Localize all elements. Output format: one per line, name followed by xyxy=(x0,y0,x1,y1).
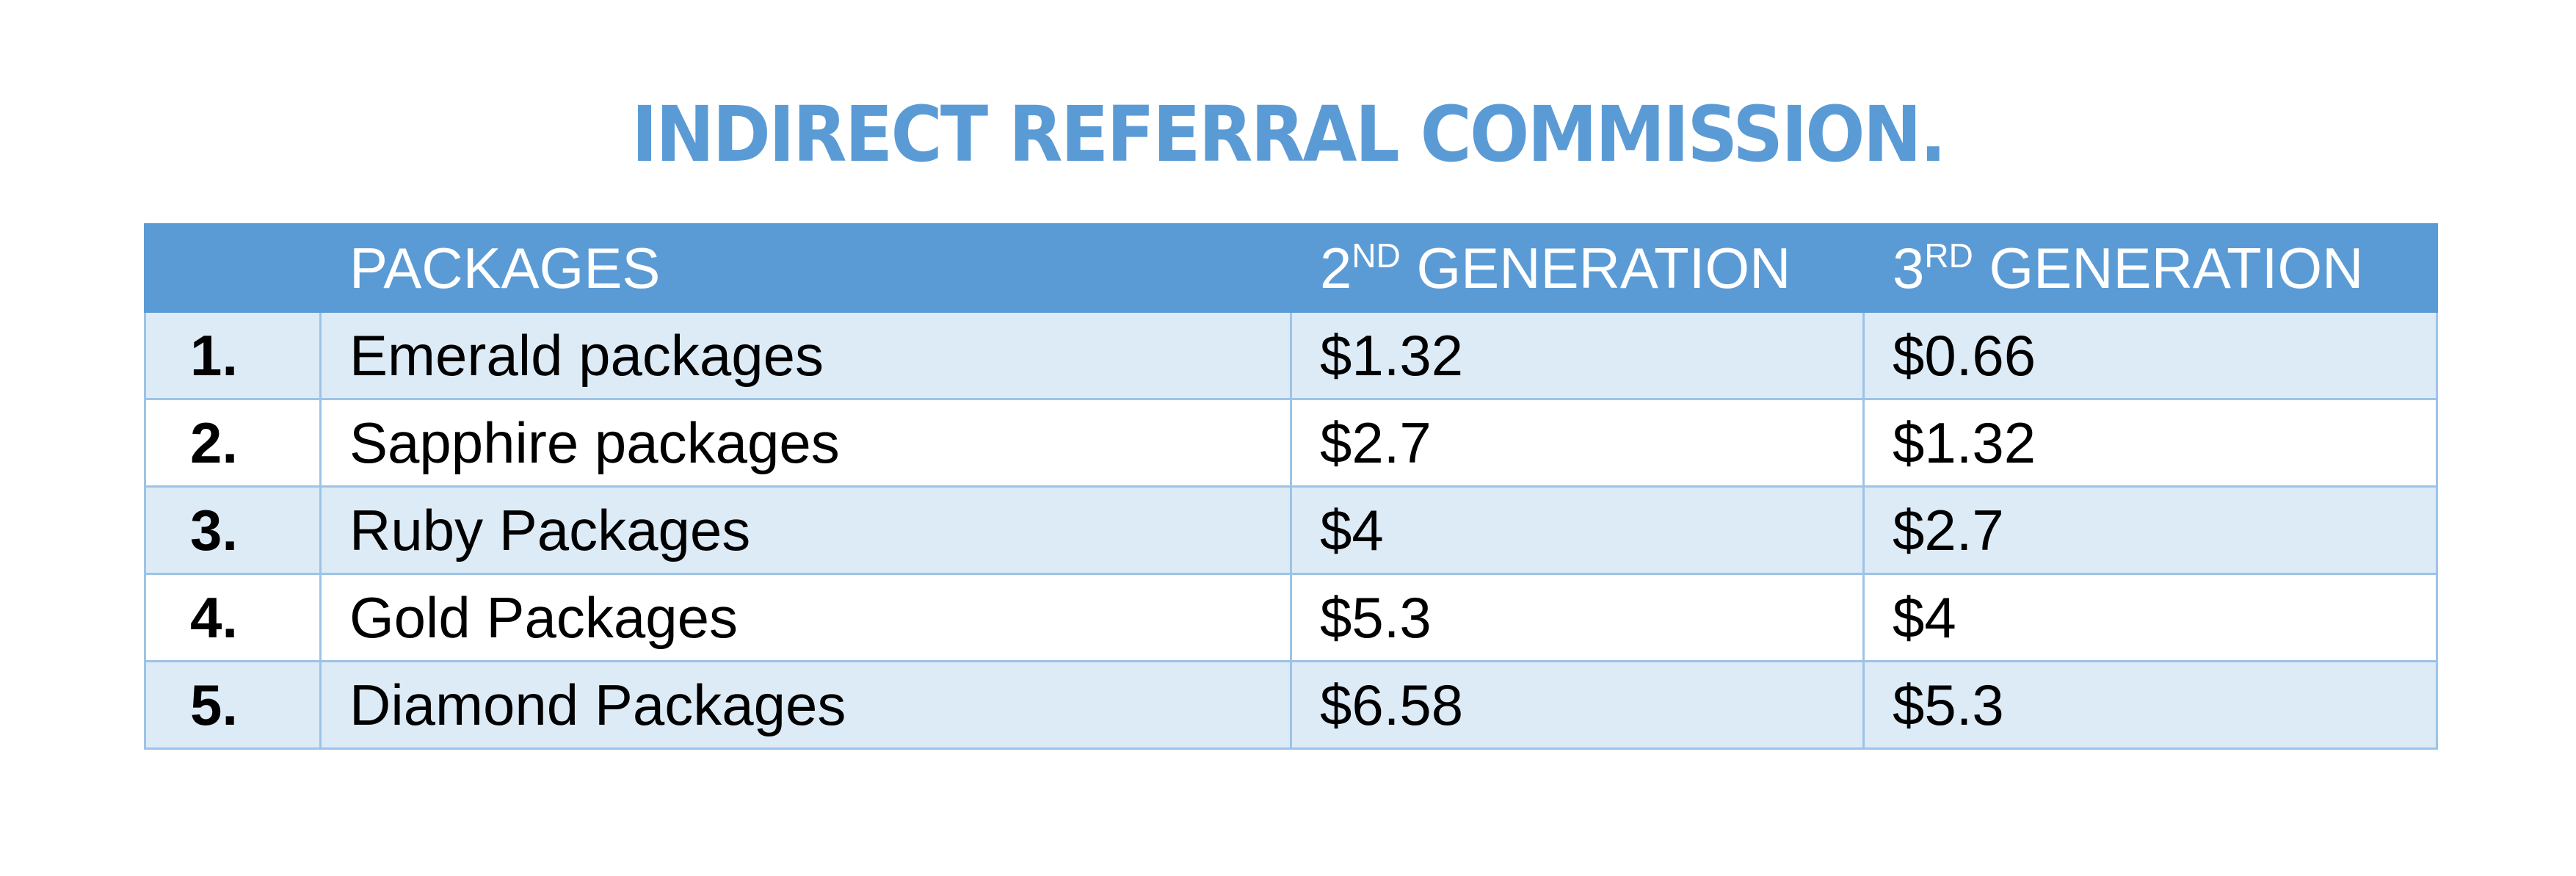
gen2-commission: $1.32 xyxy=(1290,311,1865,400)
header-3rd-generation-number: 3 xyxy=(1893,236,1925,300)
gen3-commission: $0.66 xyxy=(1862,311,2438,400)
header-3rd-generation-label: GENERATION xyxy=(1973,236,2364,300)
table-row: 4. Gold Packages $5.3 $4 xyxy=(144,573,2438,662)
package-name: Gold Packages xyxy=(319,573,1292,662)
header-2nd-generation: 2ND GENERATION xyxy=(1290,223,1865,313)
table-row: 3. Ruby Packages $4 $2.7 xyxy=(144,485,2438,575)
gen3-commission: $4 xyxy=(1862,573,2438,662)
gen2-commission: $4 xyxy=(1290,485,1865,575)
header-number xyxy=(144,223,322,313)
gen2-commission: $2.7 xyxy=(1290,398,1865,488)
gen3-commission: $1.32 xyxy=(1862,398,2438,488)
page-title: INDIRECT REFERRAL COMMISSION. xyxy=(631,90,1946,179)
gen3-commission: $2.7 xyxy=(1862,485,2438,575)
header-2nd-generation-label: GENERATION xyxy=(1400,236,1791,300)
gen2-commission: $5.3 xyxy=(1290,573,1865,662)
header-2nd-generation-ordinal: ND xyxy=(1352,236,1401,275)
package-name: Diamond Packages xyxy=(319,660,1292,750)
package-name: Sapphire packages xyxy=(319,398,1292,488)
row-number: 1. xyxy=(144,311,322,400)
gen3-commission: $5.3 xyxy=(1862,660,2438,750)
table-header-row: PACKAGES 2ND GENERATION 3RD GENERATION xyxy=(144,223,2438,313)
gen2-commission: $6.58 xyxy=(1290,660,1865,750)
package-name: Ruby Packages xyxy=(319,485,1292,575)
header-2nd-generation-number: 2 xyxy=(1320,236,1352,300)
row-number: 3. xyxy=(144,485,322,575)
commission-table: PACKAGES 2ND GENERATION 3RD GENERATION 1… xyxy=(144,223,2438,750)
header-packages: PACKAGES xyxy=(319,223,1292,313)
header-3rd-generation-ordinal: RD xyxy=(1924,236,1973,275)
header-3rd-generation: 3RD GENERATION xyxy=(1862,223,2438,313)
row-number: 4. xyxy=(144,573,322,662)
table-row: 5. Diamond Packages $6.58 $5.3 xyxy=(144,660,2438,750)
package-name: Emerald packages xyxy=(319,311,1292,400)
row-number: 2. xyxy=(144,398,322,488)
table-row: 2. Sapphire packages $2.7 $1.32 xyxy=(144,398,2438,488)
table-row: 1. Emerald packages $1.32 $0.66 xyxy=(144,311,2438,400)
row-number: 5. xyxy=(144,660,322,750)
